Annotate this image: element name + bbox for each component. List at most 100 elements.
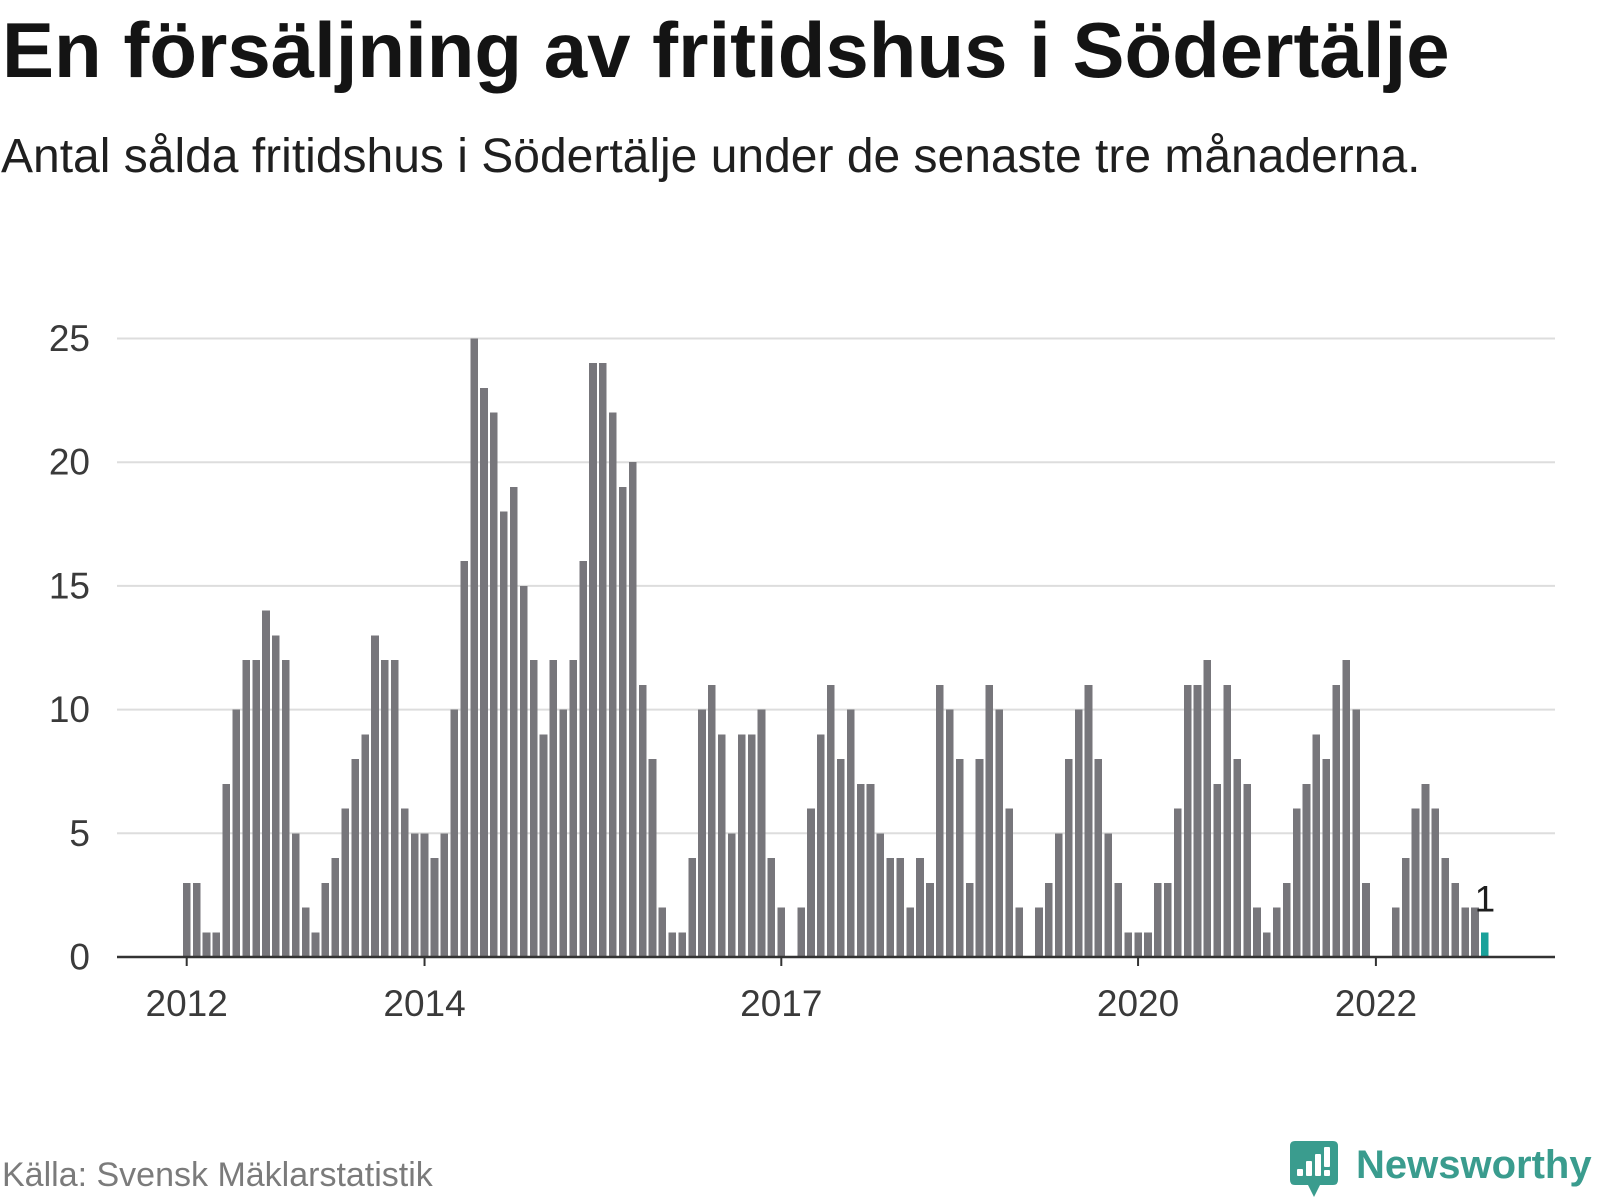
chart-title: En försäljning av fritidshus i Södertälj… [2,6,1450,94]
bar-2014-07 [480,387,488,958]
bar-2020-01 [1134,932,1142,957]
bar-2014-10 [509,486,518,957]
logo-speech-bubble [1290,1141,1338,1197]
bar-2015-02 [549,660,558,957]
highlighted-bar-2022-12 [1481,932,1489,957]
bar-2019-08 [1084,684,1093,957]
bar-2020-04 [1163,882,1172,957]
bar-2021-05 [1292,808,1301,957]
bar-2013-01 [301,907,310,957]
bar-2022-06 [1421,783,1430,957]
bar-2014-12 [529,660,538,957]
bar-2016-10 [747,734,756,957]
bar-2012-12 [291,833,300,957]
bar-2021-04 [1282,882,1291,957]
bar-2018-03 [916,858,924,957]
source-note: Källa: Svensk Mäklarstatistik [2,1156,433,1194]
x-tick-label: 2022 [1335,983,1417,1024]
bar-2012-10 [272,635,280,957]
bar-2012-03 [202,932,211,957]
bar-2021-11 [1352,709,1360,957]
x-tick-label: 2014 [383,983,465,1024]
chart-subtitle: Antal sålda fritidshus i Södertälje unde… [1,130,1421,183]
bar-2018-07 [955,759,964,957]
bar-2015-10 [628,462,637,957]
y-tick-labels: 0 5 10 15 20 25 [49,318,90,978]
bar-2013-08 [371,635,379,957]
bar-2012-02 [192,882,201,957]
bar-2013-06 [351,759,359,957]
bar-2020-05 [1173,808,1182,957]
logo-glyph-exclamation-stem [1324,1147,1330,1167]
bar-2022-11 [1471,907,1479,957]
bar-2015-12 [648,759,657,957]
bar-2015-01 [539,734,548,957]
x-tick-label: 2017 [740,983,822,1024]
bar-2017-11 [876,833,885,957]
bar-2017-01 [777,907,786,957]
y-tick-label: 20 [49,442,90,483]
bar-2012-04 [212,932,221,957]
bar-2020-10 [1223,684,1232,957]
bar-2014-02 [430,858,439,957]
bar-2022-10 [1461,907,1469,957]
bar-2018-11 [995,709,1004,957]
bar-2022-05 [1411,808,1420,957]
bar-2016-05 [698,709,706,957]
bar-2014-09 [500,511,508,957]
bar-2014-04 [450,709,459,957]
bar-2019-10 [1104,833,1113,957]
bar-2018-05 [936,684,944,957]
bar-2014-08 [490,412,498,958]
bar-2016-09 [737,734,746,957]
bar-2012-11 [282,660,290,957]
bar-2012-01 [182,882,191,957]
bar-2016-07 [718,734,726,957]
bar-2018-02 [906,907,914,957]
x-tick-labels: 2012 2014 2017 2020 2022 [146,983,1418,1024]
logo-text: Newsworthy [1356,1143,1592,1187]
bar-2022-08 [1441,858,1450,957]
bar-2016-03 [678,932,686,957]
logo-chart-glyph [1297,1147,1330,1176]
bar-2021-09 [1332,684,1341,957]
bar-2019-07 [1074,709,1083,957]
bar-2022-09 [1451,882,1459,957]
bars [182,338,1489,958]
bar-2019-03 [1035,907,1043,957]
bar-2019-06 [1064,759,1073,957]
bar-2021-06 [1302,783,1311,957]
bar-2014-05 [460,561,468,957]
bar-2021-12 [1362,882,1370,957]
x-axis [117,955,1555,966]
bar-2016-06 [708,684,716,957]
bar-2015-05 [579,561,587,957]
y-tick-label: 0 [69,937,90,978]
bar-2013-10 [391,660,399,957]
bar-2018-01 [896,858,905,957]
bar-2020-07 [1193,684,1202,957]
bar-2020-11 [1233,759,1241,957]
y-tick-label: 5 [69,813,90,854]
bar-2019-05 [1054,833,1063,957]
bar-2013-12 [410,833,419,957]
bar-2019-04 [1045,882,1053,957]
bar-2020-12 [1243,783,1251,957]
bar-2015-03 [559,709,568,957]
bar-2021-10 [1342,660,1350,957]
bar-2012-09 [262,610,270,957]
newsworthy-logo: Newsworthy [1290,1140,1595,1198]
bar-2013-11 [400,808,409,957]
bar-2013-09 [381,660,389,957]
logo-glyph-dot [1297,1169,1303,1176]
bar-2016-12 [767,858,776,957]
bar-2016-08 [727,833,736,957]
bar-2020-06 [1183,684,1192,957]
bar-2018-04 [926,882,934,957]
bar-2020-02 [1144,932,1152,957]
bar-2012-08 [252,660,260,957]
bar-2012-07 [242,660,250,957]
logo-glyph-bar-tall [1315,1154,1321,1176]
logo-glyph-bar-short [1306,1161,1312,1176]
